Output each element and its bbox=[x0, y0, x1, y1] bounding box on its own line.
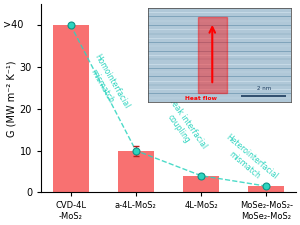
Text: Homointerfacial
mismatch: Homointerfacial mismatch bbox=[82, 52, 130, 115]
Text: >40: >40 bbox=[3, 20, 23, 30]
Bar bbox=[118, 151, 154, 192]
Y-axis label: G (MW m⁻² K⁻¹): G (MW m⁻² K⁻¹) bbox=[7, 60, 17, 137]
Text: Heterointerfacial
mismatch: Heterointerfacial mismatch bbox=[217, 133, 279, 190]
Text: Weak interfacial
coupling: Weak interfacial coupling bbox=[157, 94, 209, 157]
Bar bbox=[183, 176, 219, 192]
Bar bbox=[52, 25, 88, 192]
Bar bbox=[248, 186, 284, 192]
